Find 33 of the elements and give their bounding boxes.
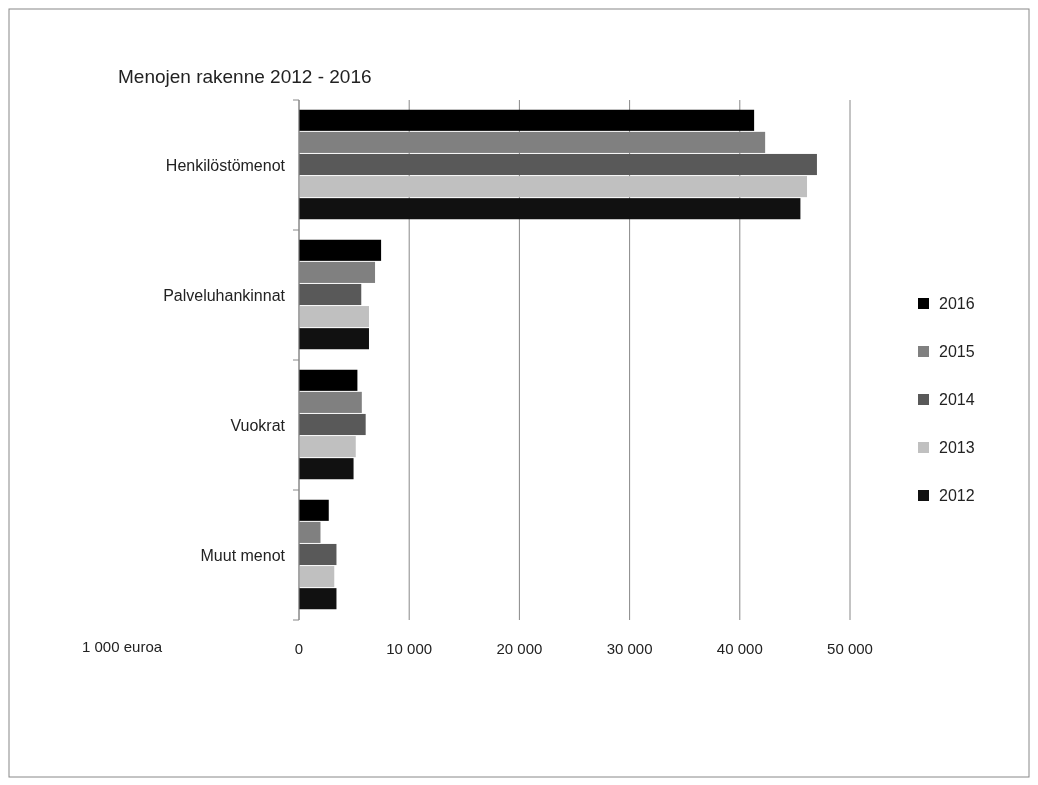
bar (299, 109, 755, 131)
y-tick-label: Palveluhankinnat (163, 287, 286, 304)
bar (299, 436, 356, 458)
chart-title: Menojen rakenne 2012 - 2016 (118, 66, 372, 87)
bar (299, 176, 808, 198)
legend-label: 2014 (939, 391, 975, 408)
x-tick-label: 40 000 (716, 640, 763, 657)
y-tick-label: Muut menot (200, 547, 286, 564)
bar (299, 566, 335, 588)
bar (299, 543, 337, 566)
legend-label: 2012 (939, 487, 975, 504)
legend-label: 2015 (939, 343, 975, 360)
bar (299, 413, 366, 436)
x-tick-label: 20 000 (496, 640, 543, 657)
y-tick-label: Henkilöstömenot (165, 157, 286, 174)
bar (299, 369, 358, 391)
bar (299, 198, 801, 220)
bar (299, 283, 362, 306)
bar (299, 588, 337, 610)
text: 1 000 euroa (82, 638, 163, 655)
legend-label: 2016 (939, 295, 975, 312)
bar (299, 328, 369, 350)
bar (299, 458, 354, 480)
x-tick-label: 50 000 (827, 640, 873, 657)
bar (299, 239, 382, 261)
bar (299, 499, 329, 521)
bar (299, 306, 369, 328)
x-tick-label: 10 000 (386, 640, 433, 657)
bar (299, 153, 817, 176)
x-tick-label: 30 000 (606, 640, 653, 657)
legend-label: 2013 (939, 439, 975, 456)
y-tick-label: Vuokrat (230, 417, 286, 434)
x-tick-label: 0 (294, 640, 304, 657)
